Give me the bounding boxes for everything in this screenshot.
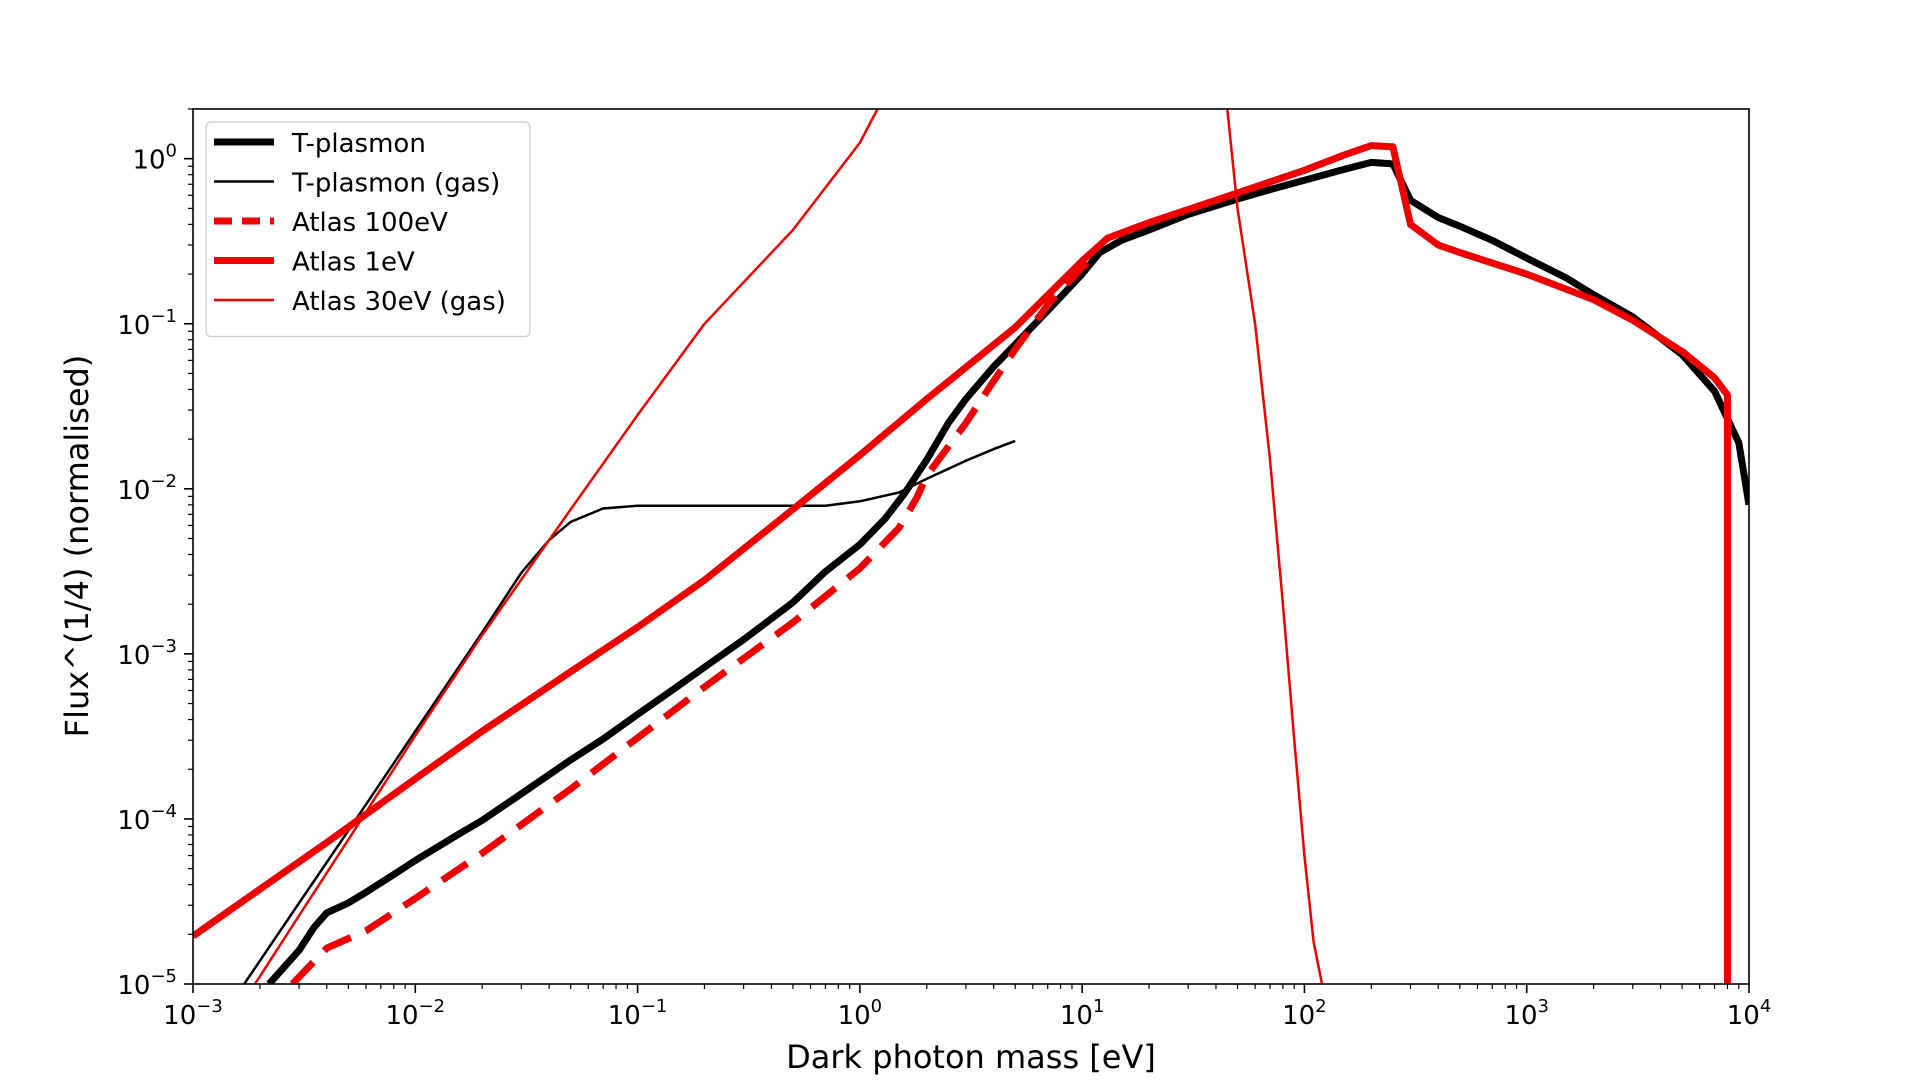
y-tick-label: 10−3 (117, 636, 177, 671)
y-tick-label: 10−5 (117, 966, 177, 1001)
x-tick-label: 10−3 (163, 996, 223, 1031)
legend: T-plasmon T-plasmon (gas) Atlas 100eV Atlas… (205, 121, 531, 338)
x-tick-label: 104 (1727, 996, 1772, 1031)
x-tick-label: 100 (838, 996, 883, 1031)
x-tick-label: 102 (1282, 996, 1327, 1031)
legend-label: T-plasmon (291, 129, 426, 159)
y-axis: 10−5 10−4 10−3 10−2 10−1 100 (117, 108, 193, 1001)
y-tick-label: 100 (132, 141, 177, 176)
series-line-0 (266, 158, 1749, 984)
legend-label: Atlas 1eV (292, 248, 415, 278)
series-line-1 (243, 439, 1016, 984)
series-line-5 (1226, 109, 1324, 984)
x-tick-label: 10−1 (608, 996, 668, 1031)
legend-label: Atlas 100eV (292, 208, 448, 238)
series-line-2 (289, 249, 1102, 984)
plot-frame (192, 108, 1750, 985)
series-line-4 (253, 109, 879, 984)
series-layer (193, 109, 1749, 984)
y-axis-label: Flux^(1/4) (normalised) (58, 355, 96, 738)
series-line-3 (193, 142, 1731, 984)
x-tick-label: 103 (1504, 996, 1549, 1031)
legend-box (205, 121, 531, 338)
legend-label: T-plasmon (gas) (291, 169, 500, 199)
x-tick-label: 10−2 (385, 996, 445, 1031)
y-tick-label: 10−4 (117, 801, 177, 836)
x-tick-label: 101 (1060, 996, 1105, 1031)
y-tick-label: 10−1 (117, 306, 177, 341)
y-tick-label: 10−2 (117, 471, 177, 506)
legend-label: Atlas 30eV (gas) (292, 287, 506, 317)
x-axis: 10−3 10−2 10−1 100 101 102 103 104 (163, 984, 1771, 1031)
x-axis-label: Dark photon mass [eV] (786, 1038, 1156, 1076)
